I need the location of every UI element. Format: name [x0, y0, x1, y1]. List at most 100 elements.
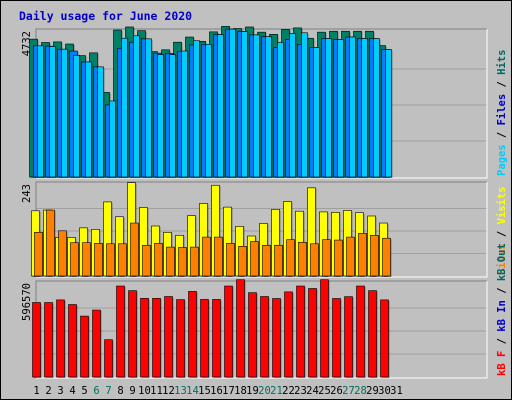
bar [346, 236, 355, 277]
bar [46, 209, 55, 277]
bar [289, 33, 296, 178]
bar [68, 304, 77, 378]
legend-item: / [496, 125, 508, 144]
legend: Pages / Files / Hits [496, 50, 508, 176]
bar [142, 244, 151, 277]
x-tick-label: 1 [33, 385, 39, 397]
bar [260, 296, 269, 378]
panel-border-bottom [36, 182, 488, 278]
bar [284, 291, 293, 378]
bar [224, 285, 233, 378]
legend-item: / [496, 75, 508, 94]
legend-item: kB Out [496, 243, 508, 281]
x-tick-label: 16 [210, 385, 223, 397]
x-axis-labels: 1 2 3 4 5 6 7 8 9 10 11 12 13 14 15 16 17 18 19 20 21 22 23 24 2… [33, 385, 402, 397]
bar [322, 239, 331, 277]
bar [272, 298, 281, 378]
x-tick-label: 9 [129, 385, 135, 397]
legend-item: Visits [496, 186, 508, 224]
legend-item: Pages [496, 144, 508, 176]
bar [200, 299, 209, 378]
x-tick-label: 8 [117, 385, 123, 397]
bar [193, 40, 200, 178]
bar [92, 309, 101, 378]
bar [37, 45, 44, 178]
series-sites [34, 209, 392, 277]
legend-item: Sites [496, 243, 508, 275]
bar [190, 246, 199, 277]
x-tick-label: 18 [234, 385, 247, 397]
bar [320, 279, 329, 378]
bar [104, 339, 113, 378]
bar [229, 28, 236, 178]
bar [133, 35, 140, 178]
x-tick-label: 28 [354, 385, 367, 397]
bar [334, 239, 343, 277]
bar [265, 36, 272, 178]
bar [164, 296, 173, 378]
bar [58, 230, 67, 277]
x-tick-label: 26 [330, 385, 343, 397]
bar [349, 36, 356, 178]
x-tick-label: 24 [306, 385, 319, 397]
x-tick-label: 29 [366, 385, 379, 397]
bar [250, 241, 259, 277]
legend: Sites / Visits [496, 186, 508, 275]
bar [274, 244, 283, 277]
bar [368, 290, 377, 378]
bar [34, 231, 43, 277]
bar [236, 279, 245, 378]
bar [85, 61, 92, 178]
x-tick-label: 22 [282, 385, 295, 397]
bar [44, 302, 53, 378]
bar [301, 32, 308, 178]
bar [253, 34, 260, 178]
bar [157, 54, 164, 178]
bar [145, 38, 152, 178]
bar [238, 246, 247, 277]
series-kb-f [32, 279, 390, 378]
bar [361, 38, 368, 178]
bar [332, 298, 341, 378]
panel-sites: 243 Sites / Visits [21, 181, 508, 278]
bar [310, 243, 319, 277]
bar [169, 54, 176, 178]
x-tick-label: 30 [378, 385, 391, 397]
x-tick-label: 13 [174, 385, 187, 397]
y-max-label: 596570 [21, 283, 33, 321]
bar [130, 222, 139, 277]
bar [226, 243, 235, 277]
x-tick-label: 25 [318, 385, 331, 397]
bar [358, 233, 367, 277]
x-tick-label: 15 [198, 385, 211, 397]
legend-item: Hits [496, 50, 508, 75]
x-tick-label: 31 [390, 385, 403, 397]
bar [128, 290, 137, 378]
bar [214, 236, 223, 277]
x-tick-label: 17 [222, 385, 235, 397]
bar [49, 46, 56, 178]
bar [154, 243, 163, 277]
legend-item: kB In [496, 300, 508, 332]
x-tick-label: 2 [45, 385, 51, 397]
bar [80, 315, 89, 378]
bar [325, 38, 332, 178]
x-tick-label: 23 [294, 385, 307, 397]
bar [109, 100, 116, 178]
bar [296, 285, 305, 378]
bar [73, 54, 80, 178]
x-tick-label: 6 [93, 385, 99, 397]
legend-item: / [496, 281, 508, 300]
bar [118, 243, 127, 277]
x-tick-label: 20 [258, 385, 271, 397]
x-tick-label: 14 [186, 385, 199, 397]
bar [373, 38, 380, 178]
chart-title: Daily usage for June 2020 [19, 9, 192, 23]
bar [370, 234, 379, 277]
bar [212, 299, 221, 378]
y-max-label: 243 [21, 184, 33, 203]
x-tick-label: 12 [162, 385, 175, 397]
